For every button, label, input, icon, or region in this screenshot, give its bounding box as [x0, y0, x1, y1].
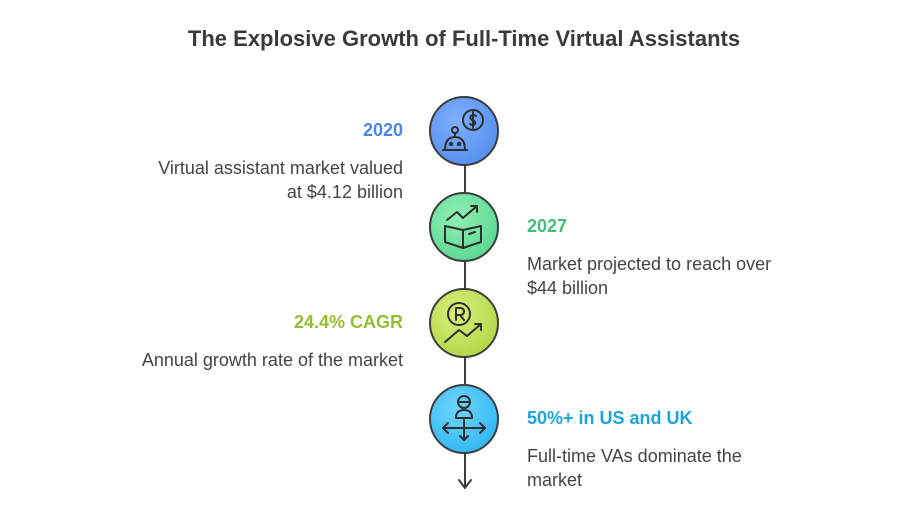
step-cagr-desc-line-1: Annual growth rate of the market: [141, 350, 403, 370]
step-us-uk-desc-line-2: market: [527, 470, 583, 490]
step-cagr-description: Annual growth rate of the market: [80, 348, 403, 372]
step-2027-description: Market projected to reach over $44 billi…: [527, 252, 827, 300]
coin-growth-icon: [429, 288, 499, 358]
step-2020-description: Virtual assistant market valued at $4.12…: [100, 156, 403, 204]
step-us-uk-description: Full-time VAs dominate the market: [527, 444, 827, 492]
step-2020-desc-line-2: at $4.12 billion: [286, 182, 403, 202]
step-2027-heading: 2027: [527, 216, 568, 236]
step-cagr-heading: 24.4% CAGR: [293, 312, 403, 332]
page-title: The Explosive Growth of Full-Time Virtua…: [187, 26, 741, 51]
step-2027-desc-line-2: $44 billion: [527, 278, 609, 298]
box-trend-up-icon: [429, 192, 499, 262]
step-us-uk-heading: 50%+ in US and UK: [527, 408, 693, 428]
step-2027-desc-line-1: Market projected to reach over: [527, 254, 772, 274]
robot-dollar-icon: [429, 96, 499, 166]
step-2020-heading: 2020: [362, 120, 403, 140]
person-expand-icon: [429, 384, 499, 454]
step-us-uk-desc-line-1: Full-time VAs dominate the: [527, 446, 742, 466]
step-2020-desc-line-1: Virtual assistant market valued: [158, 158, 403, 178]
timeline-arrow-icon: [458, 479, 472, 489]
